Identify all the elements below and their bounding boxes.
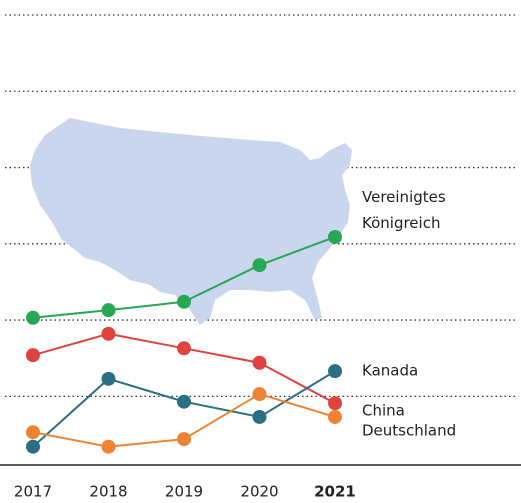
series-label: Kanada — [362, 362, 418, 380]
x-tick-label: 2021 — [314, 483, 356, 501]
point — [26, 439, 40, 454]
point — [101, 371, 116, 386]
point — [26, 348, 40, 363]
x-tick-label: 2019 — [165, 483, 203, 501]
x-tick-label: 2020 — [240, 483, 278, 501]
point — [328, 229, 342, 244]
series-label: Vereinigtes Königreich — [362, 187, 446, 231]
point — [177, 394, 191, 409]
point — [101, 326, 116, 341]
point — [26, 425, 40, 440]
point — [26, 310, 40, 325]
point — [177, 432, 191, 447]
x-tick-label: 2018 — [89, 483, 127, 501]
point — [252, 355, 267, 370]
point — [252, 258, 267, 273]
series-label: China — [362, 402, 405, 420]
usa-map — [30, 118, 352, 325]
series-label: Deutschland — [362, 421, 456, 439]
point — [328, 396, 342, 411]
point — [101, 303, 116, 318]
point — [252, 387, 267, 402]
point — [101, 439, 116, 454]
point — [252, 409, 267, 424]
point — [177, 341, 191, 356]
x-tick-label: 2017 — [14, 483, 52, 501]
point — [328, 364, 342, 379]
point — [177, 294, 191, 309]
point — [328, 409, 342, 424]
